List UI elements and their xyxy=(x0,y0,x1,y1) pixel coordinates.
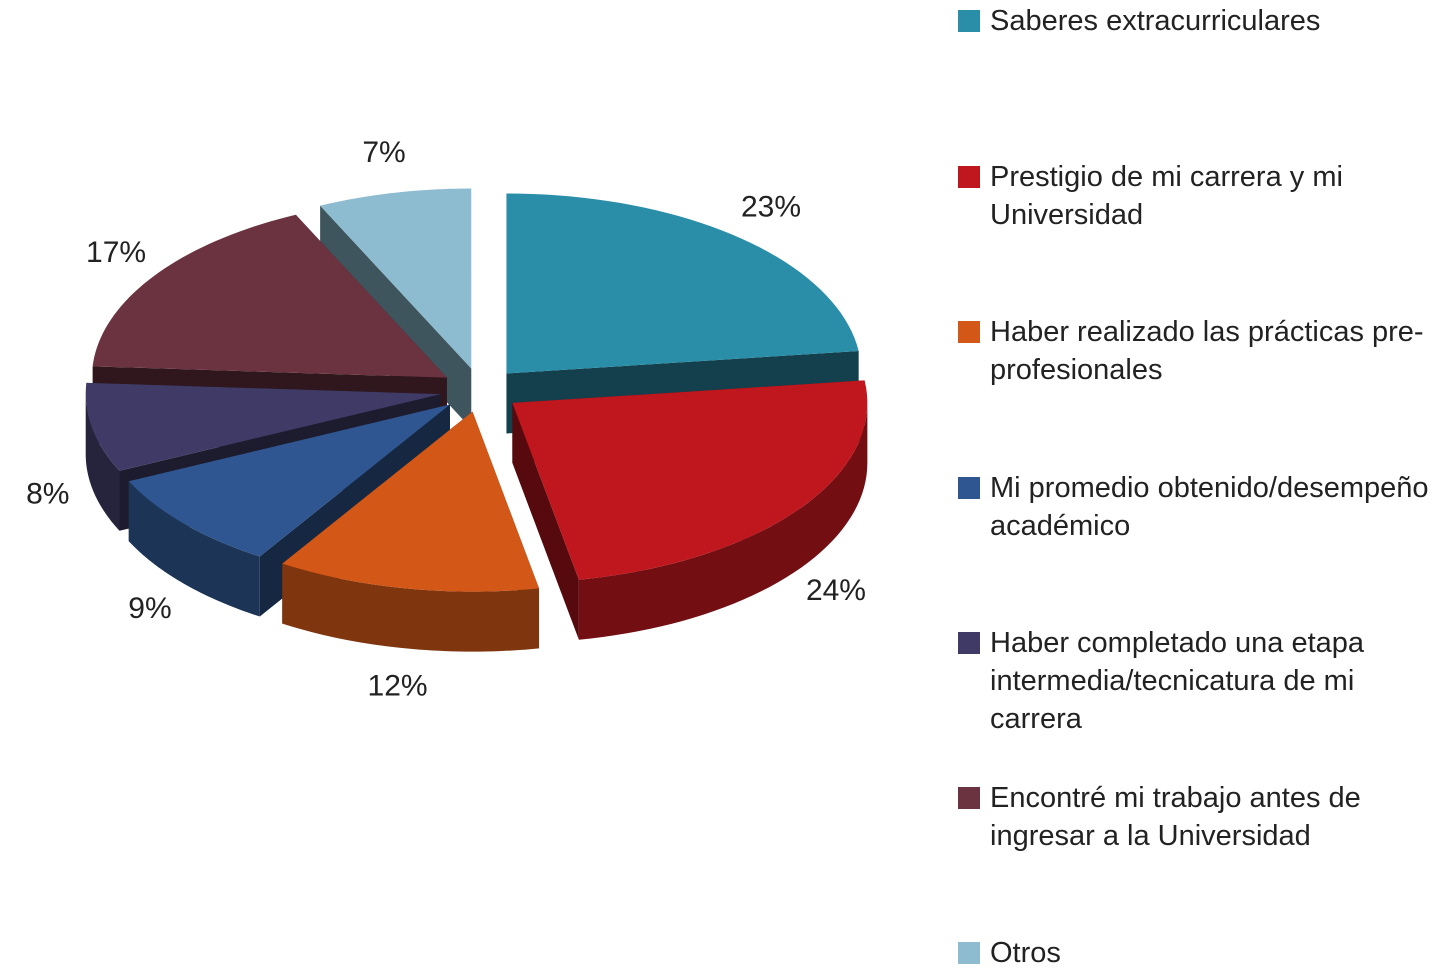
legend-swatch xyxy=(958,477,980,499)
legend-item: Prestigio de mi carrera y mi Universidad xyxy=(958,158,1448,234)
data-label: 17% xyxy=(86,236,146,269)
legend-label: Encontré mi trabajo antes de ingresar a … xyxy=(990,782,1361,852)
legend-item: Mi promedio obtenido/desempeño académico xyxy=(958,469,1448,545)
slice-top xyxy=(320,188,472,369)
legend-label: Saberes extracurriculares xyxy=(990,5,1321,37)
legend-swatch xyxy=(958,942,980,964)
data-label: 7% xyxy=(362,136,405,169)
legend-label: Otros xyxy=(990,937,1061,969)
legend-item: Otros xyxy=(958,934,1448,972)
legend-swatch xyxy=(958,10,980,32)
legend-item: Saberes extracurriculares xyxy=(958,2,1448,40)
slice-side xyxy=(282,563,540,652)
slice-top xyxy=(506,193,859,374)
data-label: 9% xyxy=(128,592,171,625)
legend-item: Encontré mi trabajo antes de ingresar a … xyxy=(958,779,1448,855)
legend-swatch xyxy=(958,321,980,343)
slice-side xyxy=(578,402,868,640)
data-label: 23% xyxy=(741,190,801,223)
legend-label: Haber completado una etapa intermedia/te… xyxy=(990,627,1365,735)
legend-swatch xyxy=(958,632,980,654)
legend-label: Haber realizado las prácticas pre-profes… xyxy=(990,316,1424,386)
slice xyxy=(282,411,540,652)
slice-top xyxy=(282,411,540,592)
data-label: 8% xyxy=(26,477,69,510)
legend-item: Haber completado una etapa intermedia/te… xyxy=(958,624,1448,738)
slice-top xyxy=(92,214,447,378)
legend-label: Prestigio de mi carrera y mi Universidad xyxy=(990,161,1343,231)
data-label: 12% xyxy=(368,670,428,703)
slice xyxy=(512,380,868,640)
slice-top xyxy=(85,382,441,471)
legend-label: Mi promedio obtenido/desempeño académico xyxy=(990,472,1429,542)
legend-swatch xyxy=(958,787,980,809)
slice-top xyxy=(512,380,868,580)
legend-swatch xyxy=(958,166,980,188)
chart: 23% 24% 12% 9% 8% 17% 7% xyxy=(26,136,868,703)
data-label: 24% xyxy=(806,574,866,607)
slice-top xyxy=(128,404,450,557)
slice-side xyxy=(85,394,120,531)
slice-wall xyxy=(512,402,579,640)
legend-item: Haber realizado las prácticas pre-profes… xyxy=(958,313,1448,389)
slice-side xyxy=(128,481,260,617)
